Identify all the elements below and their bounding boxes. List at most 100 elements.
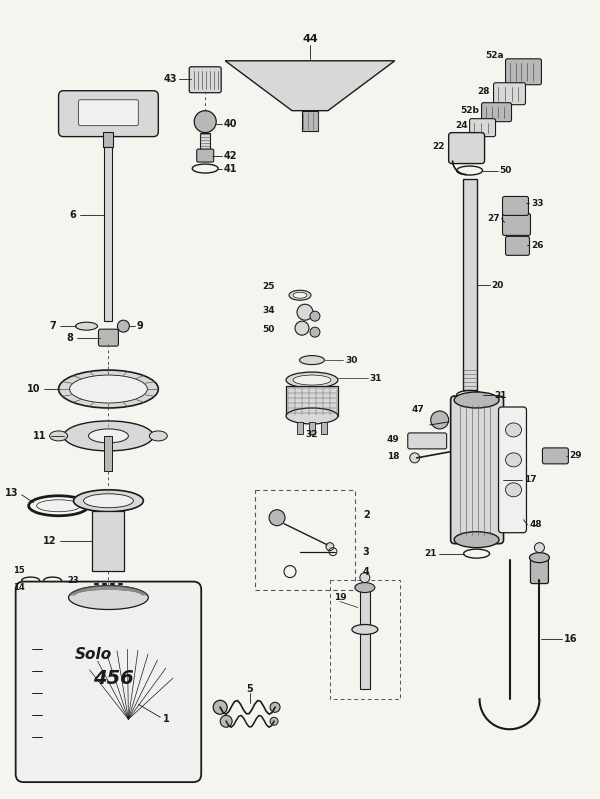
Ellipse shape — [70, 375, 148, 403]
Text: 30: 30 — [345, 356, 357, 364]
Bar — [104, 146, 112, 321]
FancyBboxPatch shape — [16, 582, 201, 782]
Text: 50: 50 — [500, 166, 512, 175]
Text: 31: 31 — [370, 374, 382, 383]
Text: 9: 9 — [136, 321, 143, 331]
Text: 8: 8 — [67, 333, 74, 343]
Bar — [255, 490, 355, 590]
Circle shape — [220, 715, 232, 727]
Text: 52b: 52b — [461, 106, 479, 115]
Bar — [463, 178, 476, 390]
FancyBboxPatch shape — [530, 555, 548, 583]
Ellipse shape — [83, 494, 133, 507]
Ellipse shape — [88, 429, 128, 443]
Text: 456: 456 — [93, 670, 134, 689]
FancyBboxPatch shape — [451, 396, 503, 543]
Text: 10: 10 — [27, 384, 41, 394]
FancyBboxPatch shape — [470, 119, 496, 137]
Ellipse shape — [68, 586, 148, 610]
Text: 28: 28 — [477, 87, 490, 96]
Text: 40: 40 — [223, 118, 236, 129]
Text: 22: 22 — [432, 142, 445, 151]
Text: 12: 12 — [43, 535, 56, 546]
FancyBboxPatch shape — [59, 91, 158, 137]
Text: 17: 17 — [524, 475, 537, 484]
Text: 18: 18 — [387, 452, 400, 461]
Text: 5: 5 — [247, 684, 253, 694]
FancyBboxPatch shape — [542, 448, 568, 464]
Ellipse shape — [74, 490, 143, 511]
Text: 41: 41 — [223, 164, 236, 173]
Text: Solo: Solo — [75, 647, 112, 662]
Ellipse shape — [506, 453, 521, 467]
Ellipse shape — [454, 392, 499, 408]
Text: 25: 25 — [263, 282, 275, 291]
Text: 13: 13 — [5, 487, 19, 498]
Text: 50: 50 — [263, 324, 275, 334]
Text: 52a: 52a — [485, 51, 503, 60]
Circle shape — [269, 510, 285, 526]
Text: 27: 27 — [487, 214, 500, 223]
Text: 7: 7 — [50, 321, 56, 331]
Text: 33: 33 — [532, 199, 544, 208]
Bar — [330, 579, 400, 699]
Text: 47: 47 — [412, 405, 425, 415]
Text: 4: 4 — [363, 566, 370, 577]
Text: 16: 16 — [565, 634, 578, 645]
Text: 11: 11 — [33, 431, 47, 441]
Ellipse shape — [352, 625, 378, 634]
Circle shape — [297, 304, 313, 320]
FancyBboxPatch shape — [197, 149, 214, 162]
Ellipse shape — [76, 322, 97, 330]
Ellipse shape — [50, 431, 68, 441]
Circle shape — [118, 320, 130, 332]
Text: 14: 14 — [13, 583, 25, 592]
Polygon shape — [225, 61, 395, 111]
Ellipse shape — [64, 421, 154, 451]
FancyBboxPatch shape — [499, 407, 526, 533]
Bar — [302, 111, 318, 130]
Circle shape — [535, 543, 544, 553]
FancyBboxPatch shape — [482, 103, 512, 121]
Text: 23: 23 — [67, 576, 79, 585]
Text: 43: 43 — [164, 74, 177, 84]
Text: 20: 20 — [491, 280, 504, 290]
Bar — [286, 386, 338, 416]
FancyBboxPatch shape — [503, 213, 530, 236]
Text: 26: 26 — [532, 240, 544, 250]
Text: 6: 6 — [70, 210, 77, 221]
Text: 44: 44 — [302, 34, 318, 44]
Text: 29: 29 — [569, 451, 582, 460]
Bar — [103, 132, 113, 146]
Ellipse shape — [299, 356, 325, 364]
Ellipse shape — [289, 290, 311, 300]
FancyBboxPatch shape — [503, 197, 529, 216]
Bar — [360, 590, 370, 690]
Circle shape — [431, 411, 449, 429]
Ellipse shape — [454, 531, 499, 547]
Ellipse shape — [506, 483, 521, 497]
Text: 32: 32 — [306, 431, 318, 439]
Text: 24: 24 — [455, 121, 467, 130]
Bar — [297, 422, 303, 434]
Circle shape — [295, 321, 309, 335]
Circle shape — [310, 327, 320, 337]
Text: 42: 42 — [223, 150, 236, 161]
FancyBboxPatch shape — [79, 100, 139, 125]
Ellipse shape — [506, 423, 521, 437]
Text: 1: 1 — [163, 714, 170, 724]
Ellipse shape — [37, 499, 80, 511]
Ellipse shape — [286, 372, 338, 388]
Text: 3: 3 — [363, 547, 370, 557]
Ellipse shape — [355, 582, 375, 593]
Ellipse shape — [149, 431, 167, 441]
Circle shape — [270, 702, 280, 712]
Ellipse shape — [293, 292, 307, 298]
Circle shape — [270, 718, 278, 725]
Bar — [200, 133, 210, 150]
FancyBboxPatch shape — [506, 59, 541, 85]
FancyBboxPatch shape — [449, 133, 485, 164]
FancyBboxPatch shape — [494, 83, 526, 105]
Text: 21: 21 — [424, 549, 437, 559]
Circle shape — [360, 573, 370, 582]
